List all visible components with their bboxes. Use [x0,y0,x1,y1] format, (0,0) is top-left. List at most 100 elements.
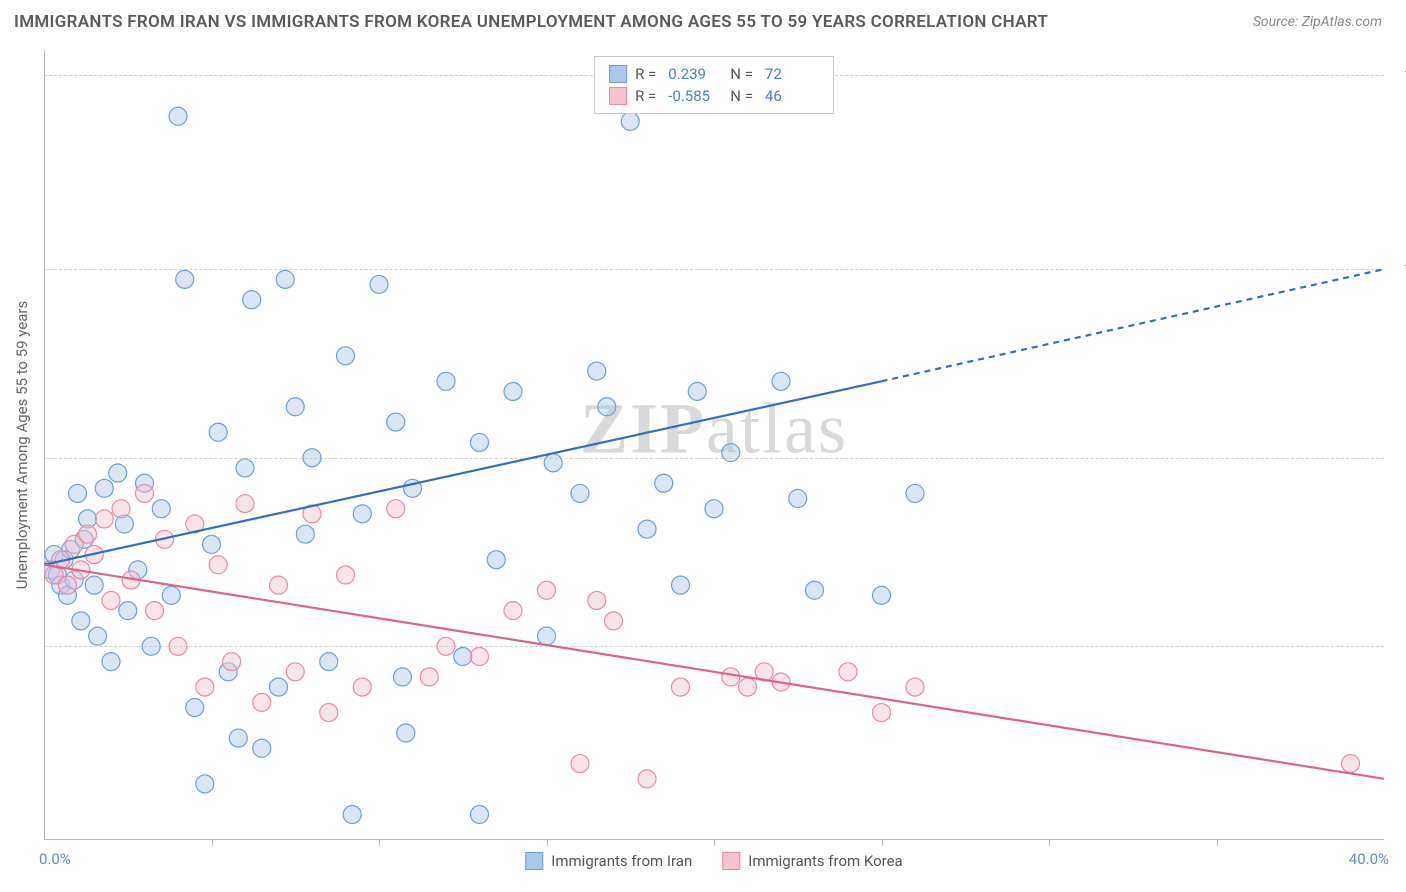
scatter-point [162,586,180,604]
scatter-point [471,806,489,824]
scatter-point [906,484,924,502]
scatter-point [152,500,170,518]
legend-n-value-korea: 46 [765,87,819,105]
scatter-point [203,535,221,553]
scatter-point [873,586,891,604]
scatter-point [739,678,757,696]
chart-area: ZIPatlas 3.8%7.5%11.2%15.0% 0.0% 40.0% R… [44,50,1384,840]
scatter-point [387,413,405,431]
scatter-point [69,484,87,502]
scatter-point [605,612,623,630]
scatter-point [638,770,656,788]
y-axis-tick-label: 15.0% [1389,66,1406,84]
y-axis-tick-label: 11.2% [1389,260,1406,278]
y-axis-label: Unemployment Among Ages 55 to 59 years [13,301,31,589]
scatter-point [337,347,355,365]
scatter-point [176,270,194,288]
scatter-point [420,668,438,686]
scatter-point [146,602,164,620]
scatter-point [598,398,616,416]
scatter-point [320,704,338,722]
source-attribution: Source: ZipAtlas.com [1253,14,1382,30]
scatter-point [393,668,411,686]
scatter-point [343,806,361,824]
scatter-point [209,556,227,574]
scatter-point [243,291,261,309]
scatter-point [236,459,254,477]
scatter-point [236,495,254,513]
trend-line [44,565,1384,779]
scatter-point [387,500,405,518]
x-tick-mark [212,840,213,846]
legend-row-iran: R = 0.239 N = 72 [609,63,819,85]
scatter-point [276,270,294,288]
scatter-point [196,678,214,696]
scatter-point [286,398,304,416]
scatter-plot-svg [44,50,1384,840]
legend-n-label: N = [730,65,753,83]
y-axis-tick-label: 7.5% [1389,449,1406,467]
x-axis-tick-max: 40.0% [1349,850,1389,868]
scatter-point [538,627,556,645]
legend-label-iran: Immigrants from Iran [551,852,692,870]
scatter-point [186,698,204,716]
scatter-point [253,693,271,711]
scatter-point [102,591,120,609]
scatter-point [772,372,790,390]
scatter-point [437,372,455,390]
scatter-point [270,678,288,696]
scatter-point [688,382,706,400]
scatter-point [504,602,522,620]
legend-n-label: N = [730,87,753,105]
scatter-point [229,729,247,747]
scatter-point [789,490,807,508]
legend-n-value-iran: 72 [765,65,819,83]
scatter-point [437,637,455,655]
scatter-point [136,484,154,502]
swatch-iran [525,852,543,870]
legend-r-value-korea: -0.585 [668,87,722,105]
scatter-point [705,500,723,518]
legend-r-label: R = [635,87,656,105]
series-legend: Immigrants from Iran Immigrants from Kor… [525,852,902,870]
scatter-point [538,581,556,599]
scatter-point [544,454,562,472]
scatter-point [169,107,187,125]
scatter-point [337,566,355,584]
swatch-korea [609,87,627,105]
scatter-point [906,678,924,696]
scatter-point [571,484,589,502]
chart-title: IMMIGRANTS FROM IRAN VS IMMIGRANTS FROM … [14,12,1048,32]
scatter-point [223,653,241,671]
scatter-point [303,449,321,467]
scatter-point [571,755,589,773]
scatter-point [471,648,489,666]
scatter-point [253,739,271,757]
scatter-point [353,505,371,523]
scatter-point [638,520,656,538]
scatter-point [85,576,103,594]
scatter-point [72,612,90,630]
scatter-point [655,474,673,492]
trend-line [44,381,882,564]
scatter-point [112,500,130,518]
legend-item-iran: Immigrants from Iran [525,852,692,870]
swatch-korea [722,852,740,870]
scatter-point [471,433,489,451]
scatter-point [58,576,76,594]
scatter-point [370,275,388,293]
scatter-point [873,704,891,722]
x-tick-mark [1049,840,1050,846]
scatter-point [722,668,740,686]
x-tick-mark [379,840,380,846]
trend-line-dashed [882,269,1385,381]
scatter-point [588,591,606,609]
x-tick-mark [714,840,715,846]
scatter-point [196,775,214,793]
scatter-point [169,637,187,655]
correlation-legend: R = 0.239 N = 72 R = -0.585 N = 46 [594,56,834,114]
scatter-point [672,678,690,696]
scatter-point [102,653,120,671]
scatter-point [89,627,107,645]
scatter-point [454,648,472,666]
